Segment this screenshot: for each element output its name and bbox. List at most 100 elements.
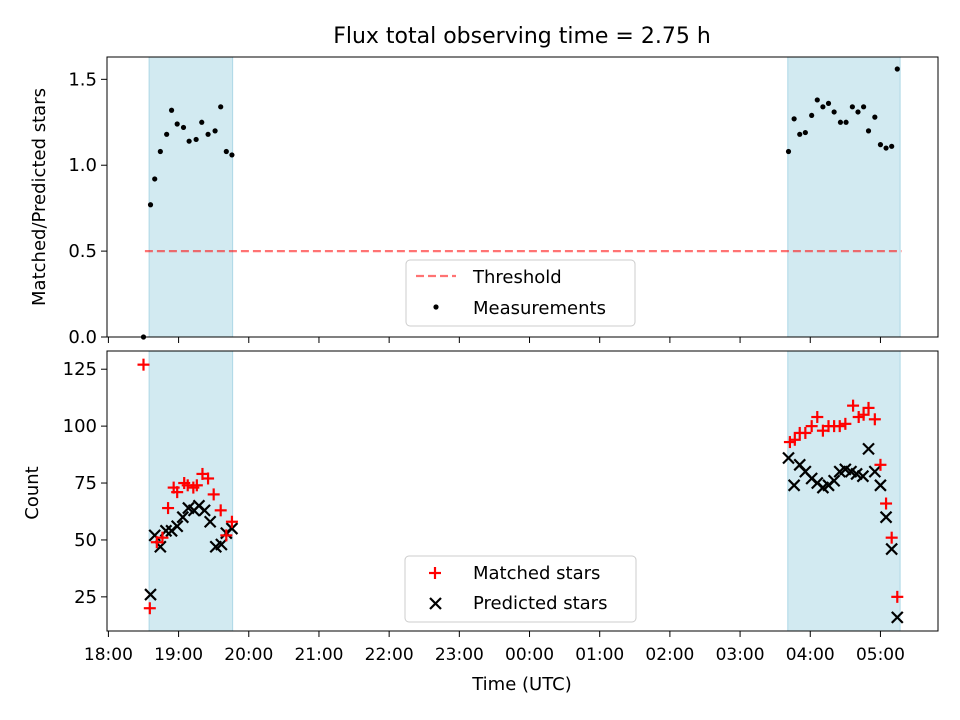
measurement-point xyxy=(809,112,815,119)
legend-predicted-swatch xyxy=(429,597,442,610)
top-y-axis-label: Matched/Predicted stars xyxy=(29,88,50,306)
measurement-point xyxy=(889,143,895,149)
measurement-point xyxy=(174,121,180,127)
x-tick-label: 03:00 xyxy=(716,645,765,665)
x-tick-label: 05:00 xyxy=(856,645,905,665)
matched-star-marker xyxy=(839,417,852,430)
bottom-y-axis-label: Count xyxy=(22,466,43,519)
predicted-marker-stroke xyxy=(879,510,893,524)
x-tick-label: 21:00 xyxy=(294,645,343,665)
measurement-point xyxy=(205,131,211,137)
predicted-marker-stroke xyxy=(868,465,882,478)
matched-star-marker xyxy=(214,504,227,517)
measurement-point xyxy=(180,124,187,131)
x-tick-label: 20:00 xyxy=(224,645,273,665)
measurement-point xyxy=(164,131,170,137)
predicted-marker-stroke xyxy=(874,479,887,492)
predicted-marker-stroke xyxy=(782,451,795,465)
matched-star-marker xyxy=(805,420,818,433)
measurement-point xyxy=(152,176,158,182)
matched-star-marker xyxy=(156,531,169,544)
y-tick-label: 1.5 xyxy=(68,69,97,90)
matched-star-marker xyxy=(799,426,812,439)
predicted-star-marker xyxy=(144,588,157,601)
predicted-marker-stroke xyxy=(182,501,195,515)
predicted-star-marker xyxy=(176,510,190,524)
predicted-marker-stroke xyxy=(203,515,217,529)
predicted-star-marker xyxy=(862,442,875,456)
predicted-marker-stroke xyxy=(799,465,812,478)
predicted-marker-stroke xyxy=(891,611,904,624)
matched-star-marker xyxy=(788,433,801,446)
matched-star-marker xyxy=(880,497,893,510)
measurement-point xyxy=(229,152,235,158)
measurement-point xyxy=(849,104,855,110)
measurement-point xyxy=(837,119,844,125)
matched-star-marker xyxy=(171,486,184,499)
predicted-star-marker xyxy=(885,542,898,556)
predicted-star-marker xyxy=(874,479,887,492)
matched-star-marker xyxy=(143,602,156,615)
predicted-star-marker xyxy=(787,479,801,492)
measurement-point xyxy=(223,148,229,155)
legend-threshold-label: Threshold xyxy=(472,267,562,288)
top-legend-box xyxy=(405,259,636,327)
shaded-span xyxy=(148,56,234,338)
x-tick-label: 22:00 xyxy=(365,645,414,665)
legend-matched-swatch xyxy=(429,567,441,579)
measurement-point xyxy=(814,97,820,103)
predicted-star-marker xyxy=(782,451,795,465)
predicted-star-marker xyxy=(148,529,162,542)
x-tick-label: 19:00 xyxy=(154,645,203,665)
measurement-point xyxy=(212,128,218,134)
shaded-span xyxy=(787,56,901,338)
measurement-point xyxy=(785,148,792,155)
top-axes-frame xyxy=(106,56,939,338)
matched-star-marker xyxy=(225,515,238,528)
matched-star-marker xyxy=(811,411,824,424)
predicted-marker-stroke xyxy=(844,465,858,478)
measurement-point xyxy=(199,119,205,125)
x-tick-label: 04:00 xyxy=(786,645,835,665)
predicted-marker-stroke xyxy=(862,442,875,456)
predicted-star-marker xyxy=(225,522,239,535)
chart-title: Flux total observing time = 2.75 h xyxy=(333,24,711,49)
predicted-star-marker xyxy=(215,538,228,551)
bottom-legend-box xyxy=(404,555,637,623)
predicted-star-marker xyxy=(170,520,184,533)
legend-matched-label: Matched stars xyxy=(473,563,600,584)
count-points xyxy=(137,358,904,624)
measurement-points xyxy=(140,66,900,340)
measurement-point xyxy=(831,109,837,115)
predicted-star-marker xyxy=(203,515,217,529)
measurement-point xyxy=(218,104,224,110)
measurement-point xyxy=(883,145,889,151)
measurement-point xyxy=(865,128,872,134)
predicted-marker-stroke xyxy=(176,510,190,524)
legend-measurements-label: Measurements xyxy=(473,298,606,319)
y-tick-label: 125 xyxy=(63,359,97,380)
matched-star-marker xyxy=(162,502,175,515)
measurement-point xyxy=(157,148,163,155)
measurement-point xyxy=(147,202,154,208)
matched-star-marker xyxy=(891,590,904,603)
matched-star-marker xyxy=(847,399,860,412)
matched-star-marker xyxy=(862,401,875,414)
predicted-star-marker xyxy=(198,504,211,517)
predicted-marker-stroke xyxy=(839,463,852,476)
predicted-marker-stroke xyxy=(144,588,157,601)
y-tick-label: 0.5 xyxy=(68,241,97,262)
measurement-point xyxy=(855,109,861,115)
y-tick-label: 50 xyxy=(74,530,97,551)
matched-star-marker xyxy=(207,488,220,501)
x-tick-label: 23:00 xyxy=(435,645,484,665)
matched-star-marker xyxy=(868,413,881,426)
measurement-point xyxy=(797,131,803,137)
x-tick-label: 00:00 xyxy=(505,645,554,665)
top-y-ticks: 0.0 0.5 1.0 1.5 xyxy=(68,69,107,348)
predicted-marker-stroke xyxy=(856,469,870,483)
predicted-marker-stroke xyxy=(198,504,211,517)
x-tick-label: 18:00 xyxy=(84,645,133,665)
bottom-x-ticks: 18:00 19:00 20:00 21:00 22:00 23:00 00:00 01:00… xyxy=(84,631,905,665)
